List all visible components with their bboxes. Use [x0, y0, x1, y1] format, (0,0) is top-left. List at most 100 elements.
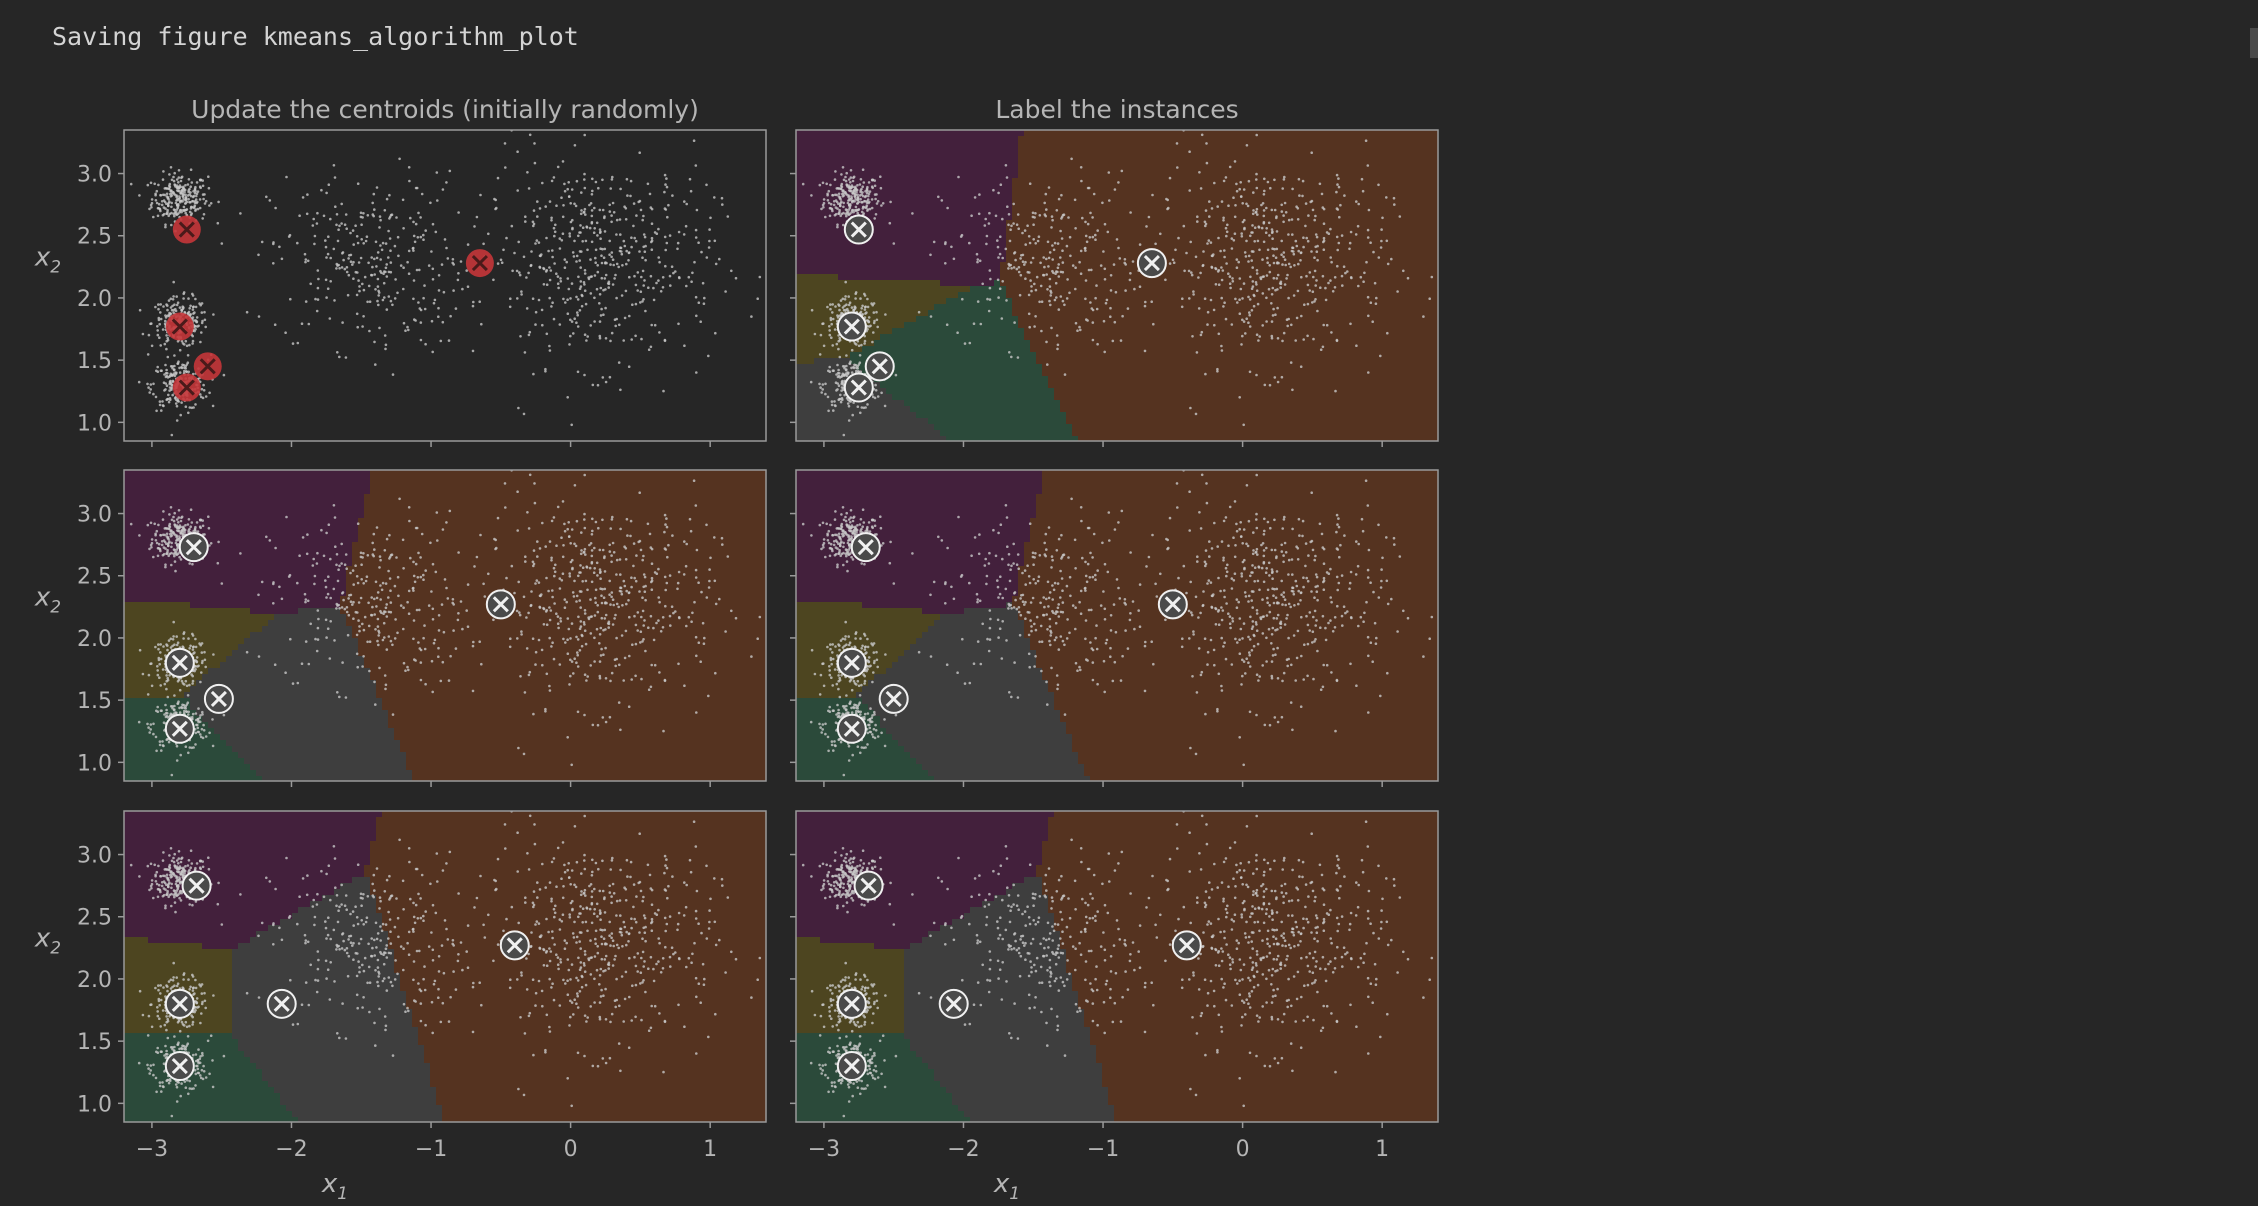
data-point: [700, 250, 703, 254]
data-point: [168, 513, 171, 516]
data-point: [1255, 178, 1258, 181]
data-point: [1230, 323, 1234, 326]
data-point: [538, 254, 542, 257]
data-point: [1338, 215, 1341, 219]
data-point: [1032, 238, 1035, 241]
data-point: [1248, 370, 1252, 374]
data-point: [544, 710, 547, 713]
data-point: [630, 576, 633, 579]
data-point: [598, 633, 602, 636]
data-point: [1250, 259, 1253, 262]
data-point: [1045, 340, 1048, 344]
data-point: [1303, 303, 1306, 307]
data-point: [664, 604, 667, 608]
data-point: [196, 325, 199, 328]
data-point: [1108, 199, 1111, 202]
data-point: [575, 600, 578, 603]
data-point: [195, 718, 198, 722]
data-point: [604, 720, 608, 724]
data-point: [827, 201, 831, 205]
data-point: [840, 513, 843, 516]
data-point: [412, 560, 415, 564]
data-point: [579, 552, 583, 556]
data-point: [179, 558, 183, 561]
data-point: [604, 677, 608, 680]
data-point: [1109, 315, 1112, 319]
data-point: [1367, 371, 1370, 374]
data-point: [1252, 250, 1255, 253]
data-point: [563, 182, 566, 186]
data-point: [156, 325, 159, 328]
data-point: [1385, 239, 1389, 243]
data-point: [552, 226, 556, 230]
data-point: [682, 233, 686, 236]
data-point: [407, 328, 410, 332]
data-point: [162, 381, 166, 385]
y-tick-label: 2.0: [77, 287, 112, 312]
data-point: [568, 572, 571, 575]
data-point: [671, 534, 674, 537]
data-point: [1310, 151, 1313, 154]
data-point: [288, 573, 292, 577]
data-point: [148, 207, 151, 211]
data-point: [196, 726, 200, 730]
data-point: [831, 369, 835, 373]
data-point: [195, 181, 199, 184]
data-point: [1224, 176, 1228, 179]
data-point: [437, 289, 441, 292]
data-point: [853, 363, 856, 367]
data-point: [1282, 251, 1286, 254]
data-point: [166, 336, 169, 340]
data-point: [625, 517, 629, 521]
data-point: [175, 208, 179, 211]
data-point: [642, 284, 645, 287]
data-point: [370, 596, 374, 599]
data-point: [873, 319, 876, 323]
data-point: [655, 621, 658, 625]
data-point: [840, 552, 844, 556]
data-point: [541, 663, 544, 667]
data-point: [829, 523, 832, 527]
data-point: [594, 596, 597, 600]
data-point: [1220, 349, 1224, 352]
data-point: [880, 204, 883, 207]
data-point: [1336, 248, 1339, 252]
data-point: [1043, 265, 1046, 269]
data-point: [156, 673, 160, 677]
data-point: [317, 617, 320, 621]
data-point: [1063, 303, 1066, 307]
data-point: [1192, 293, 1195, 296]
data-point: [1220, 200, 1224, 203]
centroid-cross-icon: [1143, 255, 1160, 272]
data-point: [457, 612, 460, 615]
data-point: [1204, 224, 1207, 228]
data-point: [175, 711, 178, 715]
data-point: [300, 662, 304, 665]
data-point: [614, 664, 617, 668]
data-point: [172, 635, 175, 638]
data-point: [160, 543, 164, 547]
data-point: [563, 266, 567, 270]
data-point: [682, 573, 686, 576]
data-point: [487, 572, 490, 576]
data-point: [172, 519, 176, 523]
data-point: [1247, 295, 1250, 299]
data-point: [999, 235, 1002, 238]
data-point: [861, 525, 864, 528]
data-point: [589, 542, 593, 545]
data-point: [713, 579, 717, 583]
data-point: [833, 193, 837, 197]
data-point: [1204, 222, 1208, 226]
data-point: [845, 523, 848, 526]
data-point: [596, 383, 600, 387]
data-point: [452, 289, 455, 292]
data-point: [861, 207, 865, 210]
data-point: [385, 603, 389, 606]
data-point: [567, 287, 571, 291]
data-point: [865, 204, 869, 207]
data-point: [1046, 363, 1049, 366]
scrollbar-thumb[interactable]: [2250, 28, 2258, 58]
data-point: [621, 604, 624, 607]
data-point: [383, 674, 387, 677]
data-point: [853, 186, 857, 190]
